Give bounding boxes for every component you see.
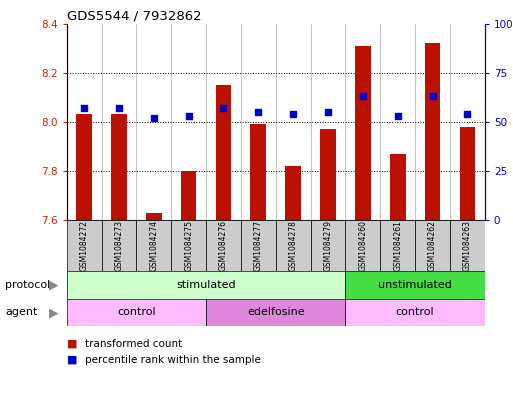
Point bbox=[150, 115, 158, 121]
Bar bbox=[345, 220, 380, 271]
Bar bbox=[355, 46, 371, 220]
Point bbox=[115, 105, 123, 111]
Bar bbox=[67, 271, 345, 299]
Text: protocol: protocol bbox=[5, 280, 50, 290]
Bar bbox=[102, 220, 136, 271]
Text: GSM1084262: GSM1084262 bbox=[428, 220, 437, 271]
Point bbox=[289, 111, 297, 117]
Text: stimulated: stimulated bbox=[176, 280, 236, 290]
Text: GSM1084277: GSM1084277 bbox=[254, 220, 263, 271]
Point bbox=[254, 109, 263, 115]
Bar bbox=[181, 171, 196, 220]
Bar bbox=[111, 114, 127, 220]
Text: ▶: ▶ bbox=[49, 306, 58, 319]
Bar bbox=[171, 220, 206, 271]
Bar bbox=[425, 43, 440, 220]
Bar bbox=[285, 166, 301, 220]
Point bbox=[185, 113, 193, 119]
Bar bbox=[215, 85, 231, 220]
Point bbox=[359, 93, 367, 99]
Point bbox=[220, 105, 228, 111]
Bar bbox=[206, 299, 345, 326]
Bar bbox=[320, 129, 336, 220]
Bar bbox=[460, 127, 475, 220]
Text: GSM1084275: GSM1084275 bbox=[184, 220, 193, 271]
Point bbox=[428, 93, 437, 99]
Text: edelfosine: edelfosine bbox=[247, 307, 305, 318]
Bar bbox=[67, 220, 102, 271]
Bar bbox=[275, 220, 310, 271]
Bar bbox=[390, 154, 405, 220]
Bar bbox=[206, 220, 241, 271]
Text: GSM1084278: GSM1084278 bbox=[289, 220, 298, 271]
Bar bbox=[345, 271, 485, 299]
Point bbox=[80, 105, 88, 111]
Text: GSM1084276: GSM1084276 bbox=[219, 220, 228, 271]
Point bbox=[324, 109, 332, 115]
Bar bbox=[450, 220, 485, 271]
Text: control: control bbox=[396, 307, 435, 318]
Text: GSM1084272: GSM1084272 bbox=[80, 220, 89, 271]
Text: GSM1084260: GSM1084260 bbox=[359, 220, 367, 271]
Text: ▶: ▶ bbox=[49, 278, 58, 292]
Bar bbox=[76, 114, 92, 220]
Text: GSM1084273: GSM1084273 bbox=[114, 220, 124, 271]
Text: ■: ■ bbox=[67, 354, 77, 365]
Bar bbox=[241, 220, 275, 271]
Point bbox=[463, 111, 471, 117]
Text: ■: ■ bbox=[67, 339, 77, 349]
Bar bbox=[136, 220, 171, 271]
Bar bbox=[310, 220, 345, 271]
Text: GSM1084263: GSM1084263 bbox=[463, 220, 472, 271]
Text: unstimulated: unstimulated bbox=[378, 280, 452, 290]
Text: percentile rank within the sample: percentile rank within the sample bbox=[85, 354, 261, 365]
Point bbox=[393, 113, 402, 119]
Bar bbox=[345, 299, 485, 326]
Text: GSM1084279: GSM1084279 bbox=[324, 220, 332, 271]
Text: agent: agent bbox=[5, 307, 37, 318]
Text: GDS5544 / 7932862: GDS5544 / 7932862 bbox=[67, 9, 201, 22]
Bar bbox=[146, 213, 162, 220]
Bar bbox=[415, 220, 450, 271]
Bar bbox=[250, 124, 266, 220]
Bar bbox=[67, 299, 206, 326]
Bar bbox=[380, 220, 415, 271]
Text: control: control bbox=[117, 307, 155, 318]
Text: GSM1084274: GSM1084274 bbox=[149, 220, 159, 271]
Text: transformed count: transformed count bbox=[85, 339, 182, 349]
Text: GSM1084261: GSM1084261 bbox=[393, 220, 402, 271]
